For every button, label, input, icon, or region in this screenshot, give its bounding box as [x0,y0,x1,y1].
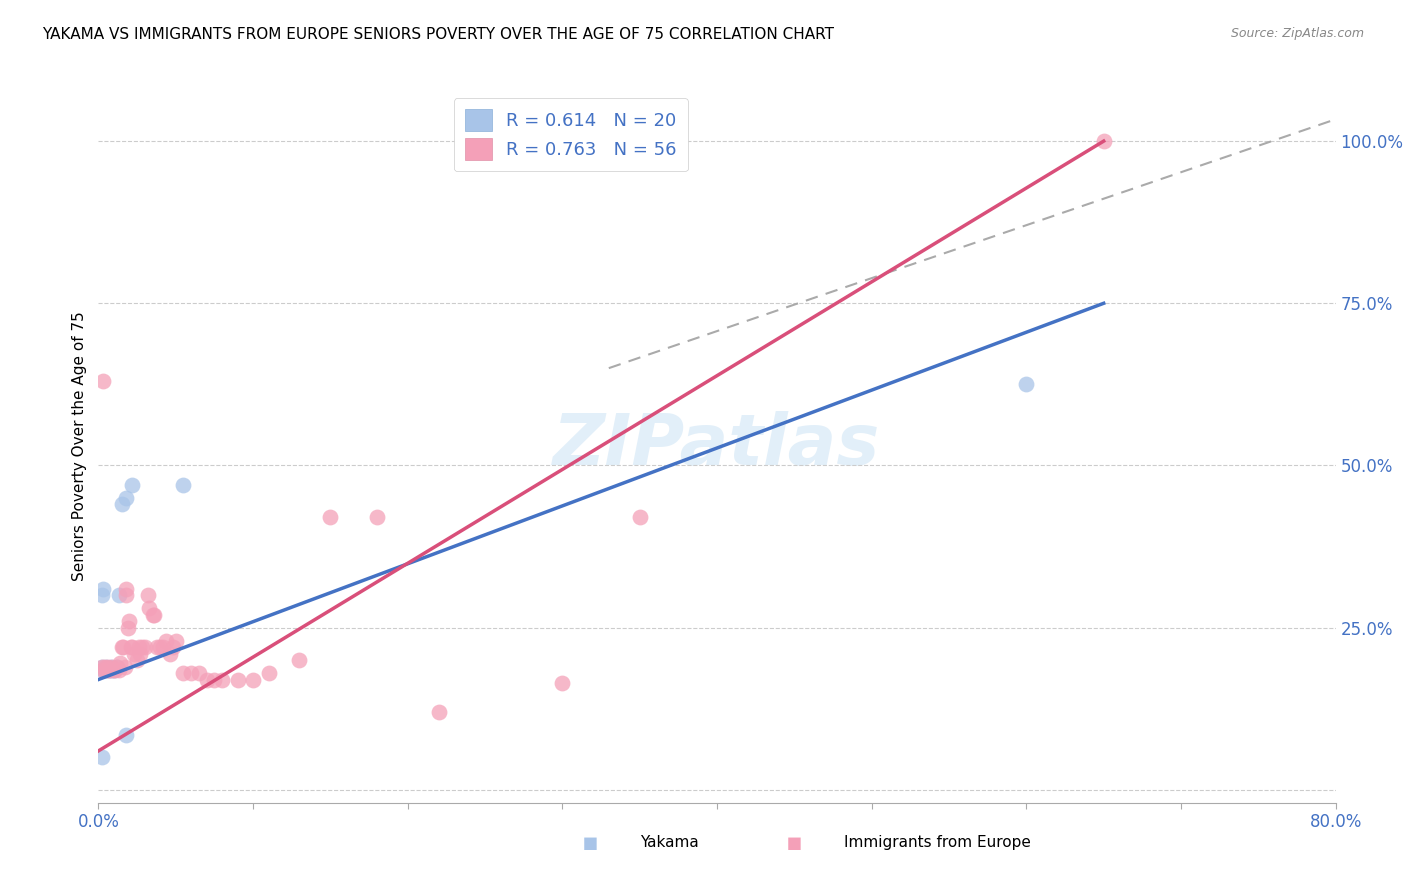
Point [115,588,138,602]
Point [162,640,184,654]
Point [143,607,166,622]
Point [97,659,120,673]
Point [91,663,114,677]
Text: ZIPatlas: ZIPatlas [554,411,880,481]
Point [242,673,264,687]
Point [103,663,125,677]
Point [121,478,143,492]
Point [319,510,342,524]
Point [101,663,124,677]
Point [551,675,574,690]
Point [98,663,121,677]
Point [107,663,129,677]
Point [117,621,139,635]
Point [96,663,118,677]
Point [93,659,115,673]
Point [195,673,218,687]
Point [114,659,136,673]
Text: ▪: ▪ [786,831,803,855]
Point [98,663,121,677]
Point [131,640,153,654]
Point [165,633,187,648]
Point [134,640,156,654]
Point [366,510,388,524]
Point [118,614,141,628]
Point [173,666,195,681]
Point [90,588,112,602]
Point [107,588,129,602]
Point [128,640,150,654]
Y-axis label: Seniors Poverty Over the Age of 75: Seniors Poverty Over the Age of 75 [72,311,87,581]
Point [121,640,143,654]
Point [180,666,202,681]
Point [127,653,149,667]
Point [100,659,122,673]
Text: Immigrants from Europe: Immigrants from Europe [844,836,1031,850]
Point [90,750,112,764]
Point [628,510,651,524]
Point [155,633,177,648]
Point [211,673,233,687]
Point [226,673,249,687]
Point [257,666,280,681]
Point [91,374,114,388]
Point [115,582,138,596]
Point [115,491,138,505]
Point [173,478,195,492]
Text: Source: ZipAtlas.com: Source: ZipAtlas.com [1230,27,1364,40]
Point [105,659,128,673]
Point [288,653,311,667]
Text: Yakama: Yakama [640,836,699,850]
Point [90,659,112,673]
Point [146,640,169,654]
Point [188,666,211,681]
Point [103,663,125,677]
Point [1015,377,1038,392]
Point [136,588,159,602]
Point [101,659,124,673]
Point [111,640,134,654]
Point [100,663,122,677]
Text: YAKAMA VS IMMIGRANTS FROM EUROPE SENIORS POVERTY OVER THE AGE OF 75 CORRELATION : YAKAMA VS IMMIGRANTS FROM EUROPE SENIORS… [42,27,834,42]
Point [96,659,118,673]
Point [122,647,145,661]
Point [111,497,134,511]
Point [91,582,114,596]
Point [427,705,450,719]
Point [104,663,127,677]
Point [115,728,138,742]
Point [112,640,135,654]
Point [1092,134,1115,148]
Point [108,657,131,671]
Point [93,663,115,677]
Point [204,673,226,687]
Point [159,647,181,661]
Point [129,647,152,661]
Point [91,663,114,677]
Point [142,607,165,622]
Point [149,640,172,654]
Text: ▪: ▪ [582,831,599,855]
Point [90,659,112,673]
Point [138,601,160,615]
Point [152,640,174,654]
Point [105,659,128,673]
Legend: R = 0.614   N = 20, R = 0.763   N = 56: R = 0.614 N = 20, R = 0.763 N = 56 [454,98,688,171]
Point [97,663,120,677]
Point [120,640,142,654]
